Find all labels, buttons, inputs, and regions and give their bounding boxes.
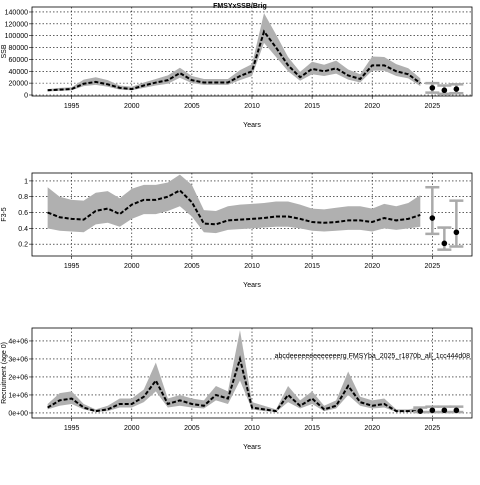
x-tick-label: 2020 — [364, 425, 380, 432]
x-tick-label: 2015 — [304, 103, 320, 110]
plot-frame — [31, 327, 473, 419]
x-tick-label: 2015 — [304, 425, 320, 432]
x-tick-label: 1995 — [64, 263, 80, 270]
y-tick-label: 0.8 — [18, 194, 28, 201]
y-tick-label: 0 — [24, 92, 28, 99]
x-tick-label: 2005 — [184, 263, 200, 270]
x-tick-label: 2015 — [304, 263, 320, 270]
x-tick-label: 1995 — [64, 103, 80, 110]
y-tick-label: 1e+06 — [8, 392, 28, 399]
y-tick-label: 4e+06 — [8, 338, 28, 345]
x-tick-label: 2025 — [425, 425, 441, 432]
y-tick-label: 3e+06 — [8, 356, 28, 363]
x-tick-label: 2005 — [184, 425, 200, 432]
median-line — [47, 29, 421, 92]
projection-point — [417, 408, 424, 414]
y-tick-label: 1 — [24, 178, 28, 185]
x-tick-label: 2020 — [364, 103, 380, 110]
projection-point — [453, 229, 460, 236]
y-tick-label: 20000 — [9, 81, 29, 88]
projection-point — [441, 240, 448, 247]
x-tick-label: 2000 — [124, 103, 140, 110]
y-tick-label: 140000 — [5, 9, 28, 16]
y-axis-title: Recruitment (age 0) — [1, 342, 8, 404]
x-axis-title: Years — [243, 444, 261, 451]
plot-frame — [31, 6, 473, 97]
annotation: abcdeeeeeeeeeeeeerg FMSYba_2025_r1870b_a… — [275, 353, 470, 360]
y-tick-label: 100000 — [5, 33, 28, 40]
x-tick-label: 2010 — [244, 103, 260, 110]
x-tick-label: 2010 — [244, 425, 260, 432]
uncertainty-band — [47, 174, 421, 234]
x-tick-label: 2000 — [124, 263, 140, 270]
projection-point — [429, 85, 436, 91]
y-axis-title: SSB — [1, 44, 8, 58]
y-tick-label: 0.2 — [18, 242, 28, 249]
uncertainty-band — [47, 13, 421, 92]
x-tick-label: 2005 — [184, 103, 200, 110]
median-line — [47, 355, 421, 413]
y-tick-label: 120000 — [5, 21, 28, 28]
panel: FMSYxSSB/Brig 1995 2000 2005 2010 2015 2020 202… — [1, 3, 473, 129]
y-tick-label: 0e+00 — [8, 410, 28, 417]
y-axis-title: F3-5 — [1, 207, 8, 222]
chart-title: FMSYxSSB/Brig — [213, 3, 267, 10]
y-tick-label: 0.6 — [18, 210, 28, 217]
uncertainty-band — [47, 330, 421, 413]
y-tick-label: 40000 — [9, 69, 29, 76]
x-tick-label: 2010 — [244, 263, 260, 270]
y-tick-label: 2e+06 — [8, 374, 28, 381]
x-tick-label: 1995 — [64, 425, 80, 432]
projection-point — [429, 407, 436, 414]
x-axis-title: Years — [243, 122, 261, 129]
plot-frame — [31, 172, 473, 257]
x-tick-label: 2025 — [425, 263, 441, 270]
median-line — [47, 189, 421, 226]
y-tick-label: 60000 — [9, 57, 29, 64]
panel: 1995 2000 2005 2010 2015 2020 2025 0e+00 1e+06 2e… — [1, 327, 473, 451]
projection-point — [453, 86, 460, 92]
x-tick-label: 2025 — [425, 103, 441, 110]
projection-point — [441, 87, 448, 94]
projection-point — [453, 407, 460, 414]
x-axis-title: Years — [243, 282, 261, 289]
panel: 1995 2000 2005 2010 2015 2020 2025 0.2 0.4 0.6 0.8… — [1, 172, 473, 289]
projection-point — [441, 407, 448, 414]
projection-point — [429, 215, 436, 221]
y-tick-label: 80000 — [9, 45, 29, 52]
x-tick-label: 2000 — [124, 425, 140, 432]
x-tick-label: 2020 — [364, 263, 380, 270]
y-tick-label: 0.4 — [18, 226, 28, 233]
